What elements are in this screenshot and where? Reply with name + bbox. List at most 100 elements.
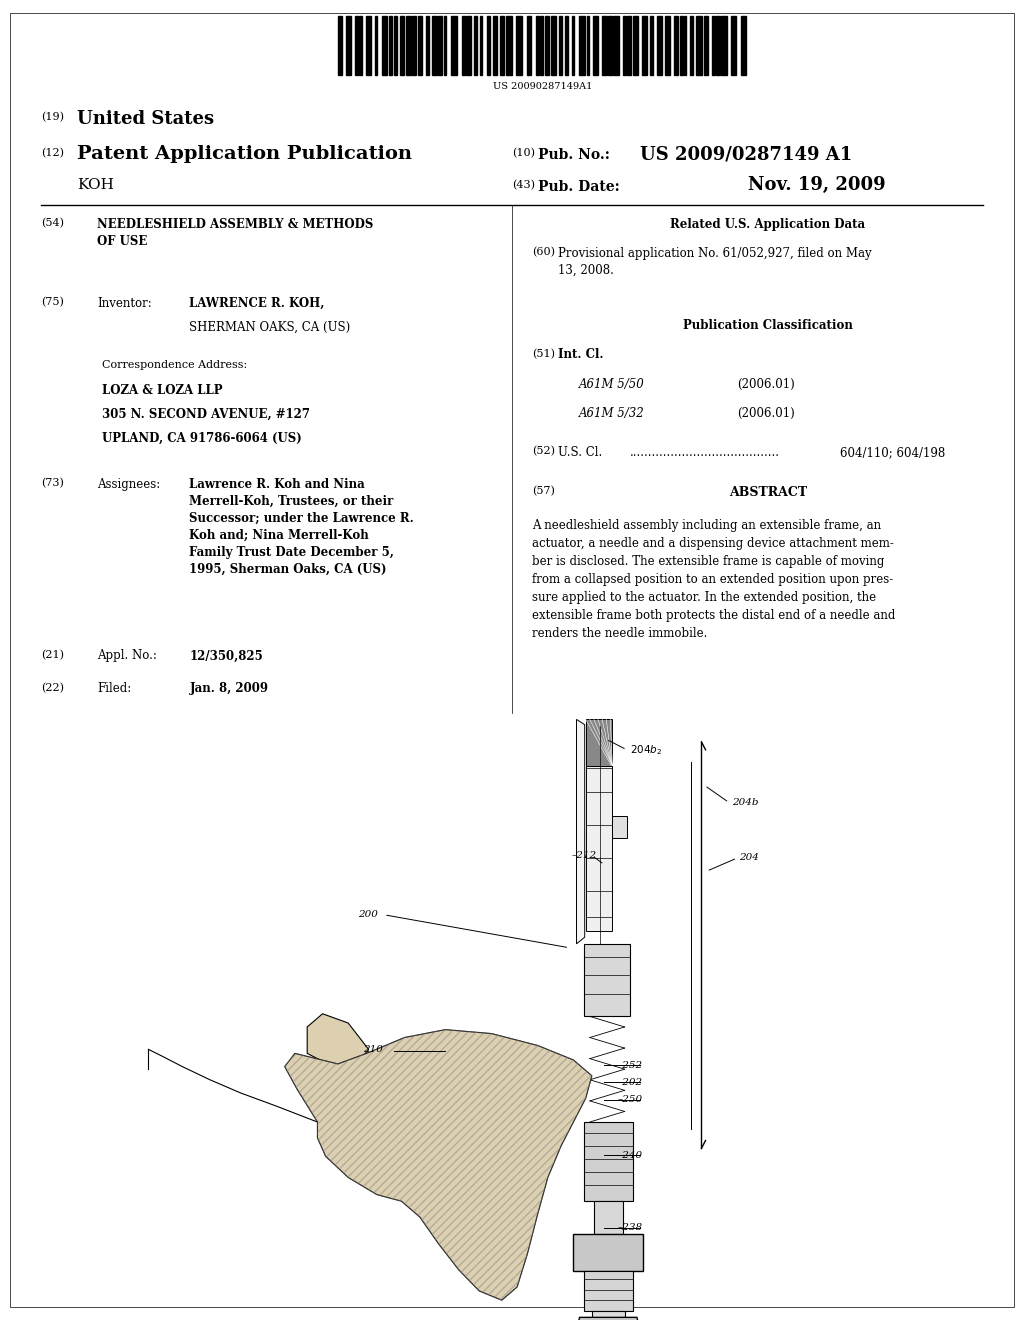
Text: $204b_2$: $204b_2$ bbox=[630, 743, 662, 756]
Bar bbox=[642, 16, 647, 75]
Bar bbox=[367, 16, 371, 75]
Text: (22): (22) bbox=[41, 682, 63, 693]
Text: (73): (73) bbox=[41, 478, 63, 488]
Bar bbox=[572, 16, 574, 75]
Bar bbox=[684, 16, 686, 75]
Text: NEEDLESHIELD ASSEMBLY & METHODS
OF USE: NEEDLESHIELD ASSEMBLY & METHODS OF USE bbox=[97, 218, 374, 248]
Text: –240: –240 bbox=[617, 1151, 643, 1159]
Text: –202: –202 bbox=[617, 1078, 643, 1086]
Bar bbox=[656, 16, 662, 75]
Text: Assignees:: Assignees: bbox=[97, 478, 161, 491]
Bar bbox=[346, 16, 351, 75]
Bar bbox=[650, 16, 653, 75]
Text: Publication Classification: Publication Classification bbox=[683, 319, 853, 333]
Bar bbox=[418, 16, 422, 75]
Polygon shape bbox=[592, 1311, 625, 1320]
Text: SHERMAN OAKS, CA (US): SHERMAN OAKS, CA (US) bbox=[189, 321, 350, 334]
Text: Related U.S. Application Data: Related U.S. Application Data bbox=[671, 218, 865, 231]
Bar bbox=[393, 16, 397, 75]
Text: (21): (21) bbox=[41, 649, 63, 660]
Bar bbox=[407, 16, 411, 75]
Bar bbox=[537, 16, 539, 75]
Polygon shape bbox=[307, 1014, 369, 1067]
Text: –250: –250 bbox=[617, 1096, 643, 1104]
Bar bbox=[712, 16, 715, 75]
Text: (43): (43) bbox=[512, 180, 535, 190]
Bar bbox=[359, 16, 361, 75]
Bar bbox=[438, 16, 442, 75]
Text: (60): (60) bbox=[532, 247, 555, 257]
Bar bbox=[545, 16, 549, 75]
Text: A61M 5/50: A61M 5/50 bbox=[579, 378, 644, 391]
Text: Filed:: Filed: bbox=[97, 682, 131, 696]
Text: Pub. Date:: Pub. Date: bbox=[538, 180, 620, 194]
Text: LAWRENCE R. KOH,: LAWRENCE R. KOH, bbox=[189, 297, 325, 310]
Text: (51): (51) bbox=[532, 348, 555, 359]
Text: A needleshield assembly including an extensible frame, an
actuator, a needle and: A needleshield assembly including an ext… bbox=[532, 519, 896, 640]
Text: ABSTRACT: ABSTRACT bbox=[729, 486, 807, 499]
Text: 200: 200 bbox=[358, 911, 378, 919]
Text: UPLAND, CA 91786-6064 (US): UPLAND, CA 91786-6064 (US) bbox=[102, 432, 302, 445]
Bar bbox=[705, 16, 708, 75]
Text: United States: United States bbox=[77, 110, 214, 128]
Text: A61M 5/32: A61M 5/32 bbox=[579, 407, 644, 420]
Bar bbox=[444, 16, 446, 75]
Polygon shape bbox=[586, 719, 612, 766]
Polygon shape bbox=[573, 1234, 643, 1271]
Bar bbox=[382, 16, 387, 75]
Text: (52): (52) bbox=[532, 446, 555, 457]
Bar bbox=[400, 16, 403, 75]
Text: (2006.01): (2006.01) bbox=[737, 407, 795, 420]
Bar bbox=[608, 16, 612, 75]
Bar bbox=[580, 16, 585, 75]
Bar bbox=[721, 16, 727, 75]
Bar bbox=[375, 16, 377, 75]
Bar bbox=[690, 16, 693, 75]
Bar bbox=[541, 16, 543, 75]
Text: 12/350,825: 12/350,825 bbox=[189, 649, 263, 663]
Polygon shape bbox=[577, 1317, 640, 1320]
Text: Provisional application No. 61/052,927, filed on May
13, 2008.: Provisional application No. 61/052,927, … bbox=[558, 247, 871, 277]
Bar bbox=[731, 16, 736, 75]
Text: (19): (19) bbox=[41, 112, 63, 123]
Bar bbox=[602, 16, 607, 75]
Text: (2006.01): (2006.01) bbox=[737, 378, 795, 391]
Bar bbox=[452, 16, 458, 75]
Text: 204: 204 bbox=[739, 854, 759, 862]
Text: 204b: 204b bbox=[732, 799, 759, 807]
Text: LOZA & LOZA LLP: LOZA & LOZA LLP bbox=[102, 384, 223, 397]
Bar bbox=[479, 16, 482, 75]
Bar bbox=[426, 16, 429, 75]
Text: Lawrence R. Koh and Nina
Merrell-Koh, Trustees, or their
Successor; under the La: Lawrence R. Koh and Nina Merrell-Koh, Tr… bbox=[189, 478, 414, 576]
Bar bbox=[740, 16, 746, 75]
Text: (75): (75) bbox=[41, 297, 63, 308]
Text: KOH: KOH bbox=[77, 178, 114, 193]
Text: Nov. 19, 2009: Nov. 19, 2009 bbox=[748, 176, 885, 194]
Polygon shape bbox=[577, 719, 585, 944]
Text: Pub. No.:: Pub. No.: bbox=[538, 148, 609, 162]
Text: 210: 210 bbox=[364, 1045, 383, 1053]
Polygon shape bbox=[584, 1271, 633, 1311]
Bar bbox=[527, 16, 531, 75]
Text: ........................................: ........................................ bbox=[630, 446, 779, 459]
Polygon shape bbox=[584, 944, 630, 1016]
Polygon shape bbox=[285, 1030, 592, 1300]
Bar bbox=[506, 16, 512, 75]
Bar bbox=[587, 16, 589, 75]
Bar bbox=[681, 16, 683, 75]
Bar bbox=[613, 16, 620, 75]
Text: 305 N. SECOND AVENUE, #127: 305 N. SECOND AVENUE, #127 bbox=[102, 408, 310, 421]
Bar bbox=[467, 16, 471, 75]
Bar bbox=[593, 16, 598, 75]
Bar bbox=[717, 16, 720, 75]
Polygon shape bbox=[584, 1122, 633, 1201]
Text: Int. Cl.: Int. Cl. bbox=[558, 348, 603, 362]
Text: –252: –252 bbox=[617, 1061, 643, 1069]
Bar bbox=[462, 16, 465, 75]
Text: U.S. Cl.: U.S. Cl. bbox=[558, 446, 602, 459]
Text: (10): (10) bbox=[512, 148, 535, 158]
Bar bbox=[623, 16, 626, 75]
Polygon shape bbox=[586, 766, 612, 931]
Text: (57): (57) bbox=[532, 486, 555, 496]
Bar bbox=[500, 16, 504, 75]
